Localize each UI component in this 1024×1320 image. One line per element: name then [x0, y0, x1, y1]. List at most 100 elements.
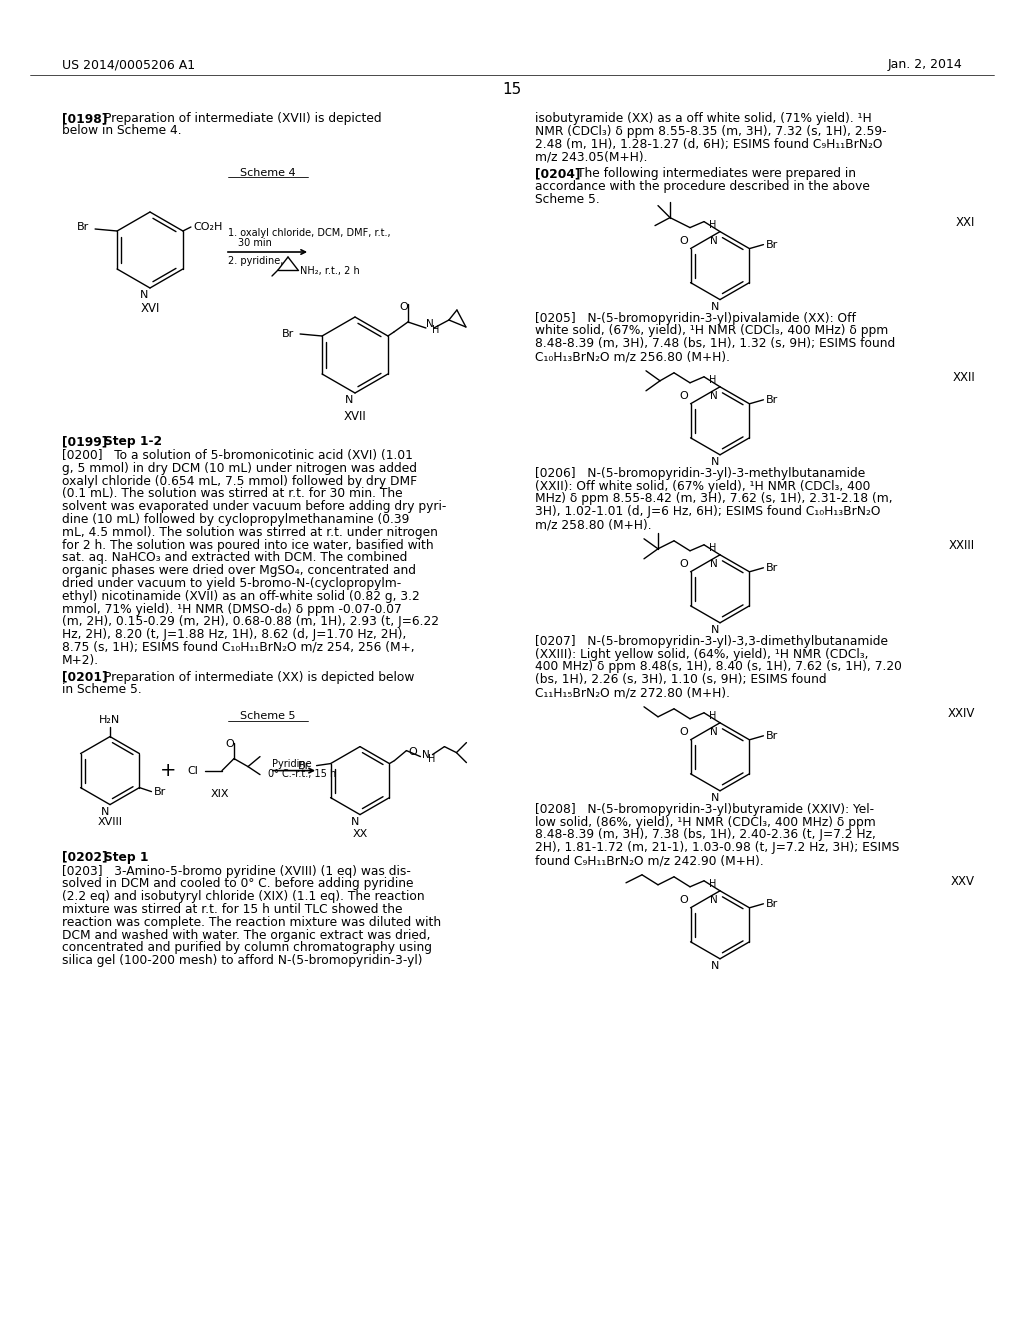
Text: O: O — [679, 558, 688, 569]
Text: [0206]   N-(5-bromopyridin-3-yl)-3-methylbutanamide: [0206] N-(5-bromopyridin-3-yl)-3-methylb… — [535, 467, 865, 479]
Text: concentrated and purified by column chromatography using: concentrated and purified by column chro… — [62, 941, 432, 954]
Text: N: N — [345, 395, 353, 405]
Text: [0202]: [0202] — [62, 850, 108, 863]
Text: N: N — [140, 290, 148, 300]
Text: N: N — [711, 235, 718, 246]
Text: N: N — [711, 895, 718, 904]
Text: N: N — [711, 727, 718, 737]
Text: [0201]: [0201] — [62, 671, 108, 684]
Text: H: H — [709, 879, 716, 888]
Text: white solid, (67%, yield), ¹H NMR (CDCl₃, 400 MHz) δ ppm: white solid, (67%, yield), ¹H NMR (CDCl₃… — [535, 325, 888, 338]
Text: The following intermediates were prepared in: The following intermediates were prepare… — [577, 168, 856, 181]
Text: 3H), 1.02-1.01 (d, J=6 Hz, 6H); ESIMS found C₁₀H₁₃BrN₂O: 3H), 1.02-1.01 (d, J=6 Hz, 6H); ESIMS fo… — [535, 506, 881, 519]
Text: XXIV: XXIV — [947, 706, 975, 719]
Text: 8.48-8.39 (m, 3H), 7.48 (bs, 1H), 1.32 (s, 9H); ESIMS found: 8.48-8.39 (m, 3H), 7.48 (bs, 1H), 1.32 (… — [535, 337, 895, 350]
Text: 8.75 (s, 1H); ESIMS found C₁₀H₁₁BrN₂O m/z 254, 256 (M+,: 8.75 (s, 1H); ESIMS found C₁₀H₁₁BrN₂O m/… — [62, 642, 415, 653]
Text: [0198]: [0198] — [62, 112, 108, 125]
Text: Pyridine: Pyridine — [272, 759, 311, 768]
Text: XXII: XXII — [952, 371, 975, 384]
Text: Br: Br — [766, 731, 777, 741]
Text: for 2 h. The solution was poured into ice water, basified with: for 2 h. The solution was poured into ic… — [62, 539, 433, 552]
Text: DCM and washed with water. The organic extract was dried,: DCM and washed with water. The organic e… — [62, 928, 430, 941]
Text: N: N — [711, 624, 719, 635]
Text: g, 5 mmol) in dry DCM (10 mL) under nitrogen was added: g, 5 mmol) in dry DCM (10 mL) under nitr… — [62, 462, 417, 475]
Text: 15: 15 — [503, 82, 521, 96]
Text: N: N — [711, 391, 718, 401]
Text: silica gel (100-200 mesh) to afford N-(5-bromopyridin-3-yl): silica gel (100-200 mesh) to afford N-(5… — [62, 954, 423, 968]
Text: N: N — [426, 319, 433, 329]
Text: Br: Br — [282, 329, 294, 339]
Text: N: N — [711, 457, 719, 467]
Text: N: N — [711, 961, 719, 970]
Text: N: N — [711, 793, 719, 803]
Text: NMR (CDCl₃) δ ppm 8.55-8.35 (m, 3H), 7.32 (s, 1H), 2.59-: NMR (CDCl₃) δ ppm 8.55-8.35 (m, 3H), 7.3… — [535, 125, 887, 137]
Text: organic phases were dried over MgSO₄, concentrated and: organic phases were dried over MgSO₄, co… — [62, 564, 416, 577]
Text: low solid, (86%, yield), ¹H NMR (CDCl₃, 400 MHz) δ ppm: low solid, (86%, yield), ¹H NMR (CDCl₃, … — [535, 816, 876, 829]
Text: [0203]   3-Amino-5-bromo pyridine (XVIII) (1 eq) was dis-: [0203] 3-Amino-5-bromo pyridine (XVIII) … — [62, 865, 411, 878]
Text: Br: Br — [766, 899, 777, 908]
Text: below in Scheme 4.: below in Scheme 4. — [62, 124, 181, 137]
Text: 2.48 (m, 1H), 1.28-1.27 (d, 6H); ESIMS found C₉H₁₁BrN₂O: 2.48 (m, 1H), 1.28-1.27 (d, 6H); ESIMS f… — [535, 137, 883, 150]
Text: Br: Br — [77, 222, 89, 232]
Text: H: H — [709, 710, 716, 721]
Text: dine (10 mL) followed by cyclopropylmethanamine (0.39: dine (10 mL) followed by cyclopropylmeth… — [62, 513, 410, 525]
Text: O: O — [409, 747, 417, 756]
Text: Step 1-2: Step 1-2 — [104, 436, 162, 447]
Text: solvent was evaporated under vacuum before adding dry pyri-: solvent was evaporated under vacuum befo… — [62, 500, 446, 513]
Text: C₁₁H₁₅BrN₂O m/z 272.80 (M+H).: C₁₁H₁₅BrN₂O m/z 272.80 (M+H). — [535, 686, 730, 700]
Text: Jan. 2, 2014: Jan. 2, 2014 — [887, 58, 962, 71]
Text: Preparation of intermediate (XX) is depicted below: Preparation of intermediate (XX) is depi… — [104, 671, 415, 684]
Text: m/z 243.05(M+H).: m/z 243.05(M+H). — [535, 150, 647, 164]
Text: 8.48-8.39 (m, 3H), 7.38 (bs, 1H), 2.40-2.36 (t, J=7.2 Hz,: 8.48-8.39 (m, 3H), 7.38 (bs, 1H), 2.40-2… — [535, 829, 876, 841]
Text: [0199]: [0199] — [62, 436, 108, 447]
Text: H₂N: H₂N — [99, 714, 121, 725]
Text: (XXII): Off white solid, (67% yield), ¹H NMR (CDCl₃, 400: (XXII): Off white solid, (67% yield), ¹H… — [535, 479, 870, 492]
Text: ethyl) nicotinamide (XVII) as an off-white solid (0.82 g, 3.2: ethyl) nicotinamide (XVII) as an off-whi… — [62, 590, 420, 603]
Text: XVI: XVI — [140, 302, 160, 315]
Text: NH₂, r.t., 2 h: NH₂, r.t., 2 h — [300, 267, 359, 276]
Text: H: H — [432, 325, 439, 335]
Text: 400 MHz) δ ppm 8.48(s, 1H), 8.40 (s, 1H), 7.62 (s, 1H), 7.20: 400 MHz) δ ppm 8.48(s, 1H), 8.40 (s, 1H)… — [535, 660, 902, 673]
Text: O: O — [679, 727, 688, 737]
Text: N: N — [711, 301, 719, 312]
Text: 2H), 1.81-1.72 (m, 21-1), 1.03-0.98 (t, J=7.2 Hz, 3H); ESIMS: 2H), 1.81-1.72 (m, 21-1), 1.03-0.98 (t, … — [535, 841, 899, 854]
Text: H: H — [709, 219, 716, 230]
Text: MHz) δ ppm 8.55-8.42 (m, 3H), 7.62 (s, 1H), 2.31-2.18 (m,: MHz) δ ppm 8.55-8.42 (m, 3H), 7.62 (s, 1… — [535, 492, 893, 506]
Text: XXI: XXI — [955, 215, 975, 228]
Text: Br: Br — [766, 395, 777, 405]
Text: +: + — [160, 762, 176, 780]
Text: Preparation of intermediate (XVII) is depicted: Preparation of intermediate (XVII) is de… — [104, 112, 382, 125]
Text: [0208]   N-(5-bromopyridin-3-yl)butyramide (XXIV): Yel-: [0208] N-(5-bromopyridin-3-yl)butyramide… — [535, 803, 874, 816]
Text: isobutyramide (XX) as a off white solid, (71% yield). ¹H: isobutyramide (XX) as a off white solid,… — [535, 112, 871, 125]
Text: 0° C.-r.t., 15 h: 0° C.-r.t., 15 h — [268, 768, 336, 779]
Text: mixture was stirred at r.t. for 15 h until TLC showed the: mixture was stirred at r.t. for 15 h unt… — [62, 903, 402, 916]
Text: (bs, 1H), 2.26 (s, 3H), 1.10 (s, 9H); ESIMS found: (bs, 1H), 2.26 (s, 3H), 1.10 (s, 9H); ES… — [535, 673, 826, 686]
Text: Scheme 5.: Scheme 5. — [535, 193, 600, 206]
Text: Step 1: Step 1 — [104, 850, 148, 863]
Text: dried under vacuum to yield 5-bromo-N-(cyclopropylm-: dried under vacuum to yield 5-bromo-N-(c… — [62, 577, 401, 590]
Text: N: N — [423, 750, 430, 759]
Text: (XXIII): Light yellow solid, (64%, yield), ¹H NMR (CDCl₃,: (XXIII): Light yellow solid, (64%, yield… — [535, 648, 868, 660]
Text: found C₉H₁₁BrN₂O m/z 242.90 (M+H).: found C₉H₁₁BrN₂O m/z 242.90 (M+H). — [535, 854, 764, 867]
Text: Scheme 4: Scheme 4 — [241, 168, 296, 178]
Text: 30 min: 30 min — [238, 238, 272, 248]
Text: solved in DCM and cooled to 0° C. before adding pyridine: solved in DCM and cooled to 0° C. before… — [62, 878, 414, 891]
Text: (0.1 mL). The solution was stirred at r.t. for 30 min. The: (0.1 mL). The solution was stirred at r.… — [62, 487, 402, 500]
Text: O: O — [225, 739, 234, 748]
Text: accordance with the procedure described in the above: accordance with the procedure described … — [535, 180, 869, 193]
Text: [0200]   To a solution of 5-bromonicotinic acid (XVI) (1.01: [0200] To a solution of 5-bromonicotinic… — [62, 449, 413, 462]
Text: [0207]   N-(5-bromopyridin-3-yl)-3,3-dimethylbutanamide: [0207] N-(5-bromopyridin-3-yl)-3,3-dimet… — [535, 635, 888, 648]
Text: XXIII: XXIII — [949, 539, 975, 552]
Text: N: N — [100, 807, 110, 817]
Text: 1. oxalyl chloride, DCM, DMF, r.t.,: 1. oxalyl chloride, DCM, DMF, r.t., — [228, 228, 390, 238]
Text: (m, 2H), 0.15-0.29 (m, 2H), 0.68-0.88 (m, 1H), 2.93 (t, J=6.22: (m, 2H), 0.15-0.29 (m, 2H), 0.68-0.88 (m… — [62, 615, 439, 628]
Text: mmol, 71% yield). ¹H NMR (DMSO-d₆) δ ppm -0.07-0.07: mmol, 71% yield). ¹H NMR (DMSO-d₆) δ ppm… — [62, 603, 401, 615]
Text: 2. pyridine,: 2. pyridine, — [228, 256, 284, 267]
Text: (2.2 eq) and isobutyryl chloride (XIX) (1.1 eq). The reaction: (2.2 eq) and isobutyryl chloride (XIX) (… — [62, 890, 425, 903]
Text: Cl: Cl — [187, 766, 198, 776]
Text: [0205]   N-(5-bromopyridin-3-yl)pivalamide (XX): Off: [0205] N-(5-bromopyridin-3-yl)pivalamide… — [535, 312, 856, 325]
Text: Hz, 2H), 8.20 (t, J=1.88 Hz, 1H), 8.62 (d, J=1.70 Hz, 2H),: Hz, 2H), 8.20 (t, J=1.88 Hz, 1H), 8.62 (… — [62, 628, 407, 642]
Text: sat. aq. NaHCO₃ and extracted with DCM. The combined: sat. aq. NaHCO₃ and extracted with DCM. … — [62, 552, 408, 565]
Text: Br: Br — [298, 760, 310, 771]
Text: mL, 4.5 mmol). The solution was stirred at r.t. under nitrogen: mL, 4.5 mmol). The solution was stirred … — [62, 525, 438, 539]
